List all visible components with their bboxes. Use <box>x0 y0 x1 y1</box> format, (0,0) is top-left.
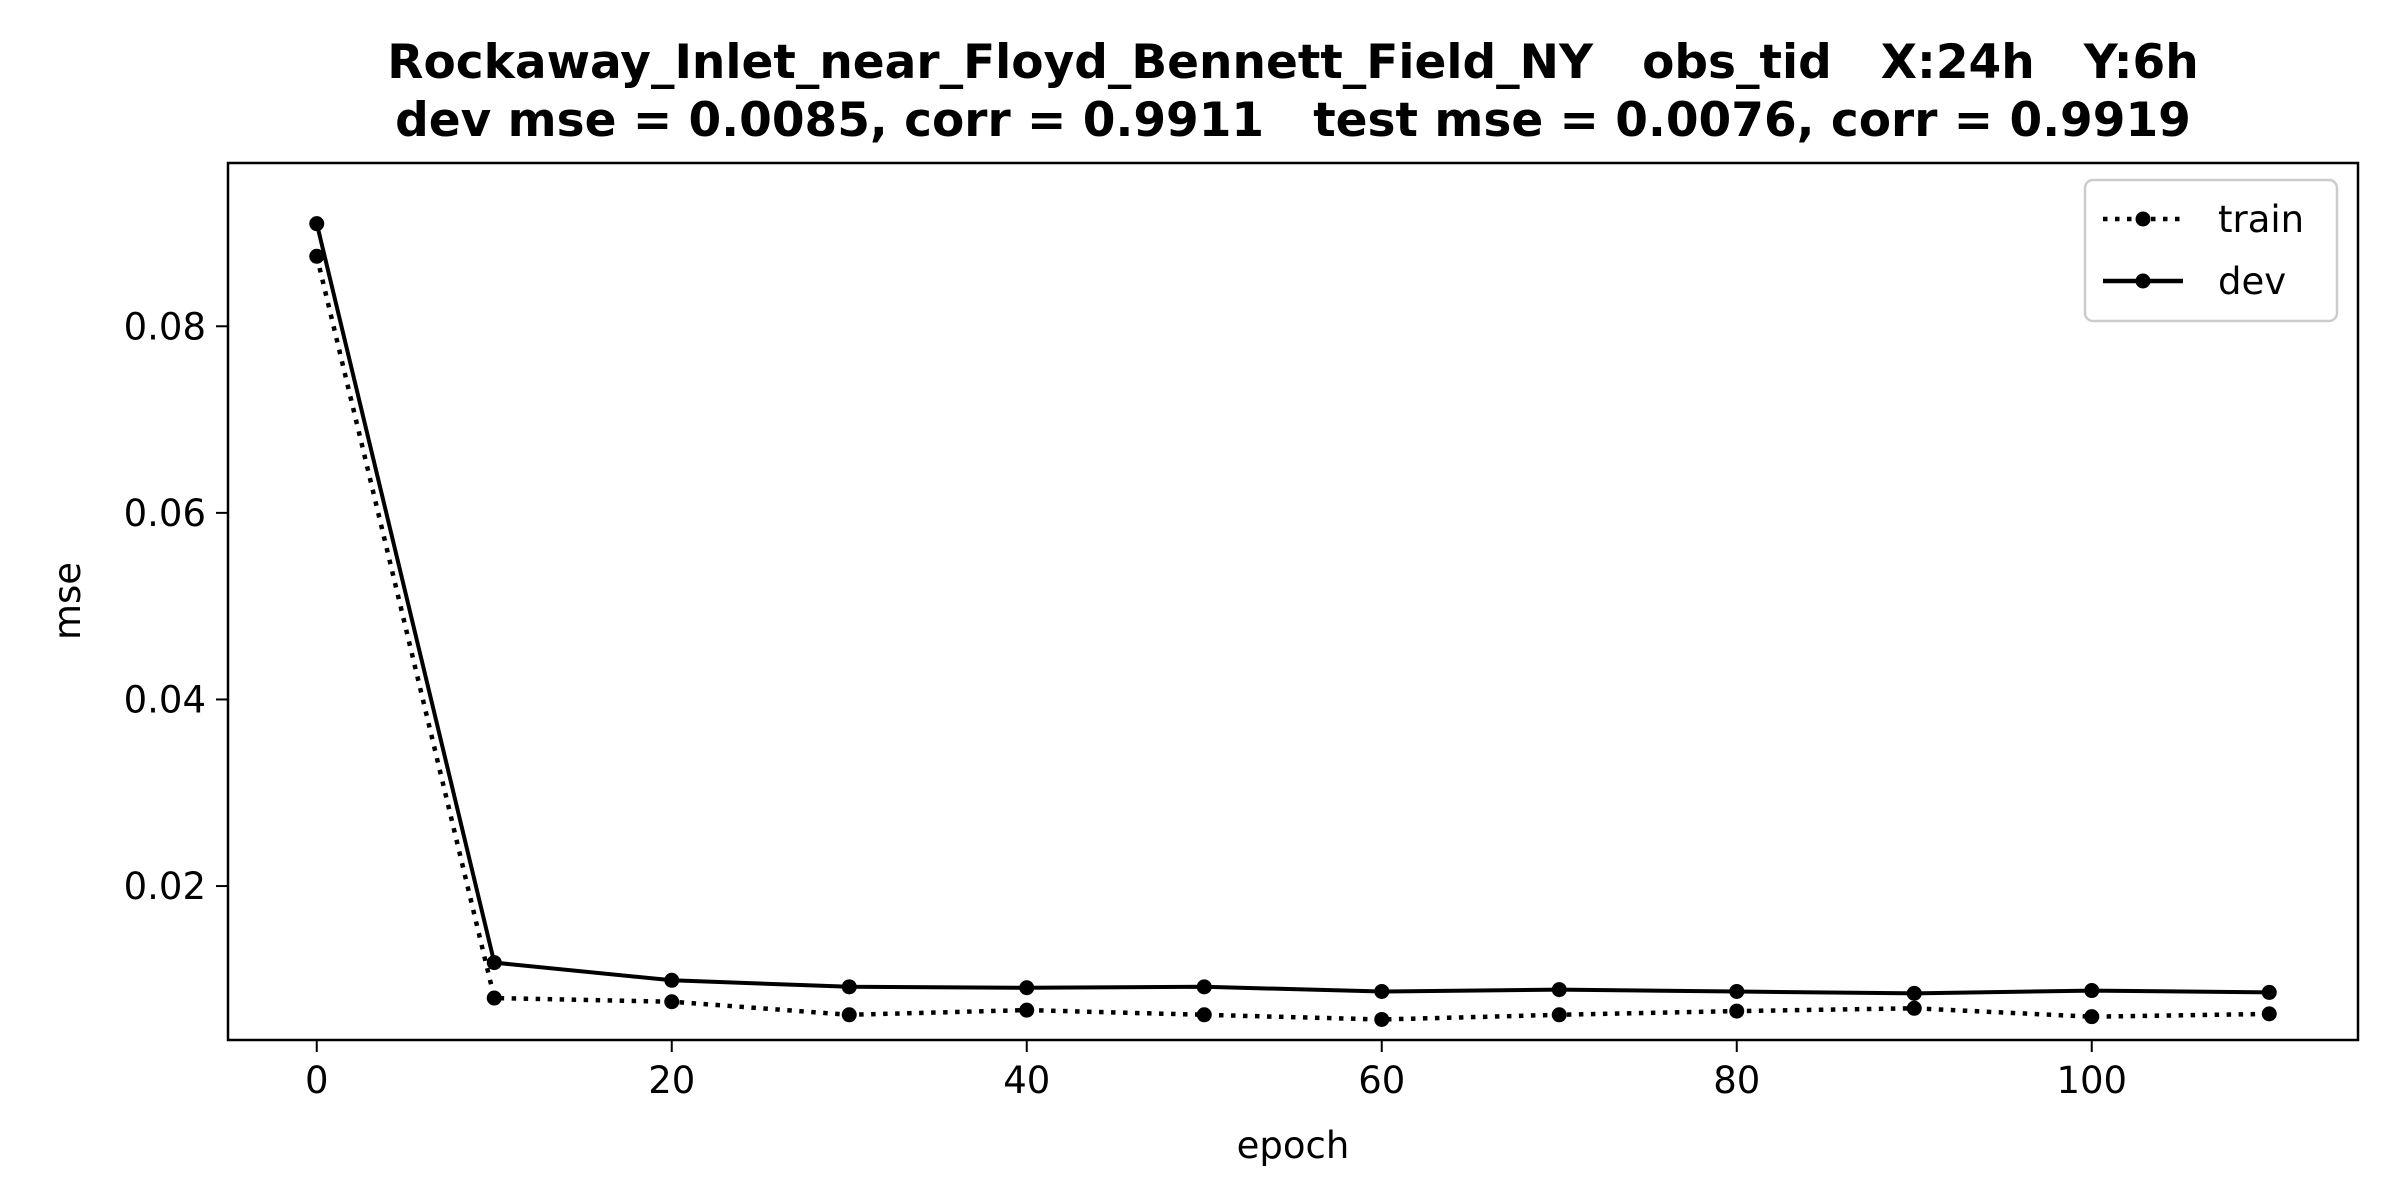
x-axis-label: epoch <box>1237 1124 1350 1167</box>
legend-dev-marker <box>2135 273 2151 289</box>
ticks-layer: 0 20 40 60 80 100 0.02 0.04 0.06 0.08 <box>124 305 2127 1102</box>
legend-dev-label: dev <box>2218 260 2286 303</box>
series-train-point <box>841 1007 857 1023</box>
series-train-point <box>309 248 325 264</box>
series-train-point <box>1729 1003 1745 1019</box>
y-tick-label: 0.04 <box>124 678 206 721</box>
x-tick-label: 0 <box>305 1059 329 1102</box>
y-tick-label: 0.06 <box>124 492 206 535</box>
y-axis-label: mse <box>46 562 89 640</box>
series-dev-point <box>1374 983 1390 999</box>
x-tick-label: 100 <box>2056 1059 2127 1102</box>
x-tick-label: 60 <box>1358 1059 1405 1102</box>
legend: train dev <box>2083 178 2339 323</box>
series-dev-point <box>1196 979 1212 995</box>
series-layer <box>309 216 2277 1027</box>
legend-train-marker <box>2135 211 2151 227</box>
legend-train-label: train <box>2218 198 2304 241</box>
series-dev-point <box>486 955 502 971</box>
series-dev-line <box>314 223 2270 996</box>
chart-title: Rockaway_Inlet_near_Floyd_Bennett_Field_… <box>387 35 2198 90</box>
series-train-point <box>1906 1000 1922 1016</box>
chart-subtitle: dev mse = 0.0085, corr = 0.9911 test mse… <box>395 93 2191 148</box>
series-dev-point <box>664 972 680 988</box>
series-dev-point <box>1906 985 1922 1001</box>
series-train-point <box>1196 1007 1212 1023</box>
x-tick-label: 20 <box>648 1059 695 1102</box>
series-train-point <box>664 994 680 1010</box>
series-dev-point <box>309 216 325 232</box>
series-dev-point <box>1551 982 1567 998</box>
series-dev-point <box>841 979 857 995</box>
series-train-point <box>486 990 502 1006</box>
series-train-point <box>1551 1007 1567 1023</box>
series-dev-point <box>2084 983 2100 999</box>
series-train-point <box>2084 1009 2100 1025</box>
series-dev-point <box>1729 983 1745 999</box>
plot-frame <box>226 161 2360 1042</box>
x-tick-label: 40 <box>1003 1059 1050 1102</box>
series-train-point <box>2261 1006 2277 1022</box>
series-train-point <box>1374 1011 1390 1027</box>
y-tick-label: 0.02 <box>124 865 206 908</box>
series-dev-point <box>1019 980 1035 996</box>
series-dev-point <box>2261 984 2277 1000</box>
y-tick-label: 0.08 <box>124 305 206 348</box>
x-tick-label: 80 <box>1713 1059 1760 1102</box>
series-train-point <box>1019 1002 1035 1018</box>
series-train-line <box>314 255 2270 1022</box>
